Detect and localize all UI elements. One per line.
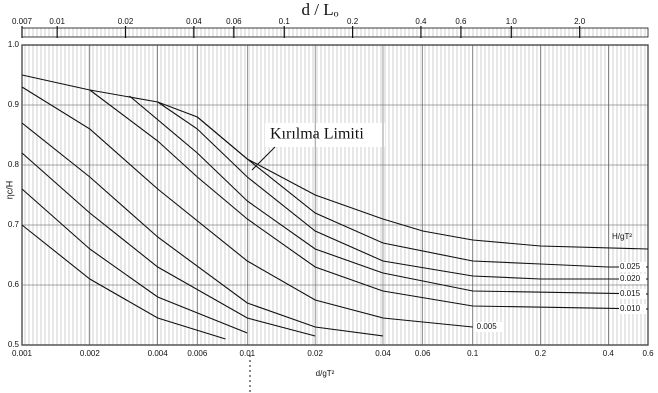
x-tick-label: 0.001 [12,349,33,358]
top-tick-label: 0.6 [455,17,467,26]
plot-background [22,45,648,345]
top-axis-band [21,27,649,38]
top-tick-label: 0.06 [226,17,242,26]
curve [196,116,648,268]
y-tick-label: 1.0 [8,40,20,49]
top-tick-label: 0.1 [279,17,291,26]
x-tick-label: 0.6 [642,349,654,358]
legend-label-bg [475,322,503,332]
x-tick-label: 0.4 [603,349,615,358]
y-axis-label: ηc/H [4,181,14,200]
legend-label: 0.015 [620,289,641,298]
y-tick-label: 0.9 [8,100,20,109]
x-tick-label: 0.06 [415,349,431,358]
curve [21,224,226,340]
y-tick-label: 0.6 [8,280,20,289]
top-tick-label: 0.01 [49,17,65,26]
legend-label-bg [619,289,646,299]
legend-label-bg [619,304,646,314]
y-tick-label: 0.5 [8,340,20,349]
curve [21,188,248,334]
y-tick-label: 0.7 [8,220,20,229]
top-tick-label: 0.4 [415,17,427,26]
curve [157,101,648,280]
x-axis-label: d/gT² [316,369,335,378]
curve [21,74,649,250]
curve [21,122,384,337]
legend-label-bg [619,274,646,284]
chart-title: d / Lₒ [301,0,338,19]
x-tick-label: 0.02 [307,349,323,358]
annotation: Kırılma Limiti [270,126,364,143]
top-tick-label: 0.2 [347,17,359,26]
curve [89,89,649,310]
top-tick-label: 0.007 [12,17,33,26]
x-tick-label: 0.002 [80,349,101,358]
top-tick-label: 2.0 [574,17,586,26]
top-tick-label: 0.04 [186,17,202,26]
legend-title: H/gT² [612,232,632,241]
x-tick-label: 0.01 [240,349,256,358]
x-tick-label: 0.004 [148,349,169,358]
legend-label: 0.010 [620,304,641,313]
top-tick-label: 1.0 [506,17,518,26]
x-tick-label: 0.04 [375,349,391,358]
curve [129,95,649,295]
top-tick-label: 0.02 [118,17,134,26]
legend-label: 0.020 [620,274,641,283]
legend-label: 0.005 [477,322,498,331]
annotation-box [265,123,385,147]
x-tick-label: 0.2 [535,349,547,358]
curve [21,86,473,328]
legend-label-bg [619,262,646,272]
x-tick-label: 0.1 [467,349,479,358]
legend-label: 0.025 [620,262,641,271]
x-tick-label: 0.006 [187,349,208,358]
y-tick-label: 0.8 [8,160,20,169]
curve [21,152,316,337]
